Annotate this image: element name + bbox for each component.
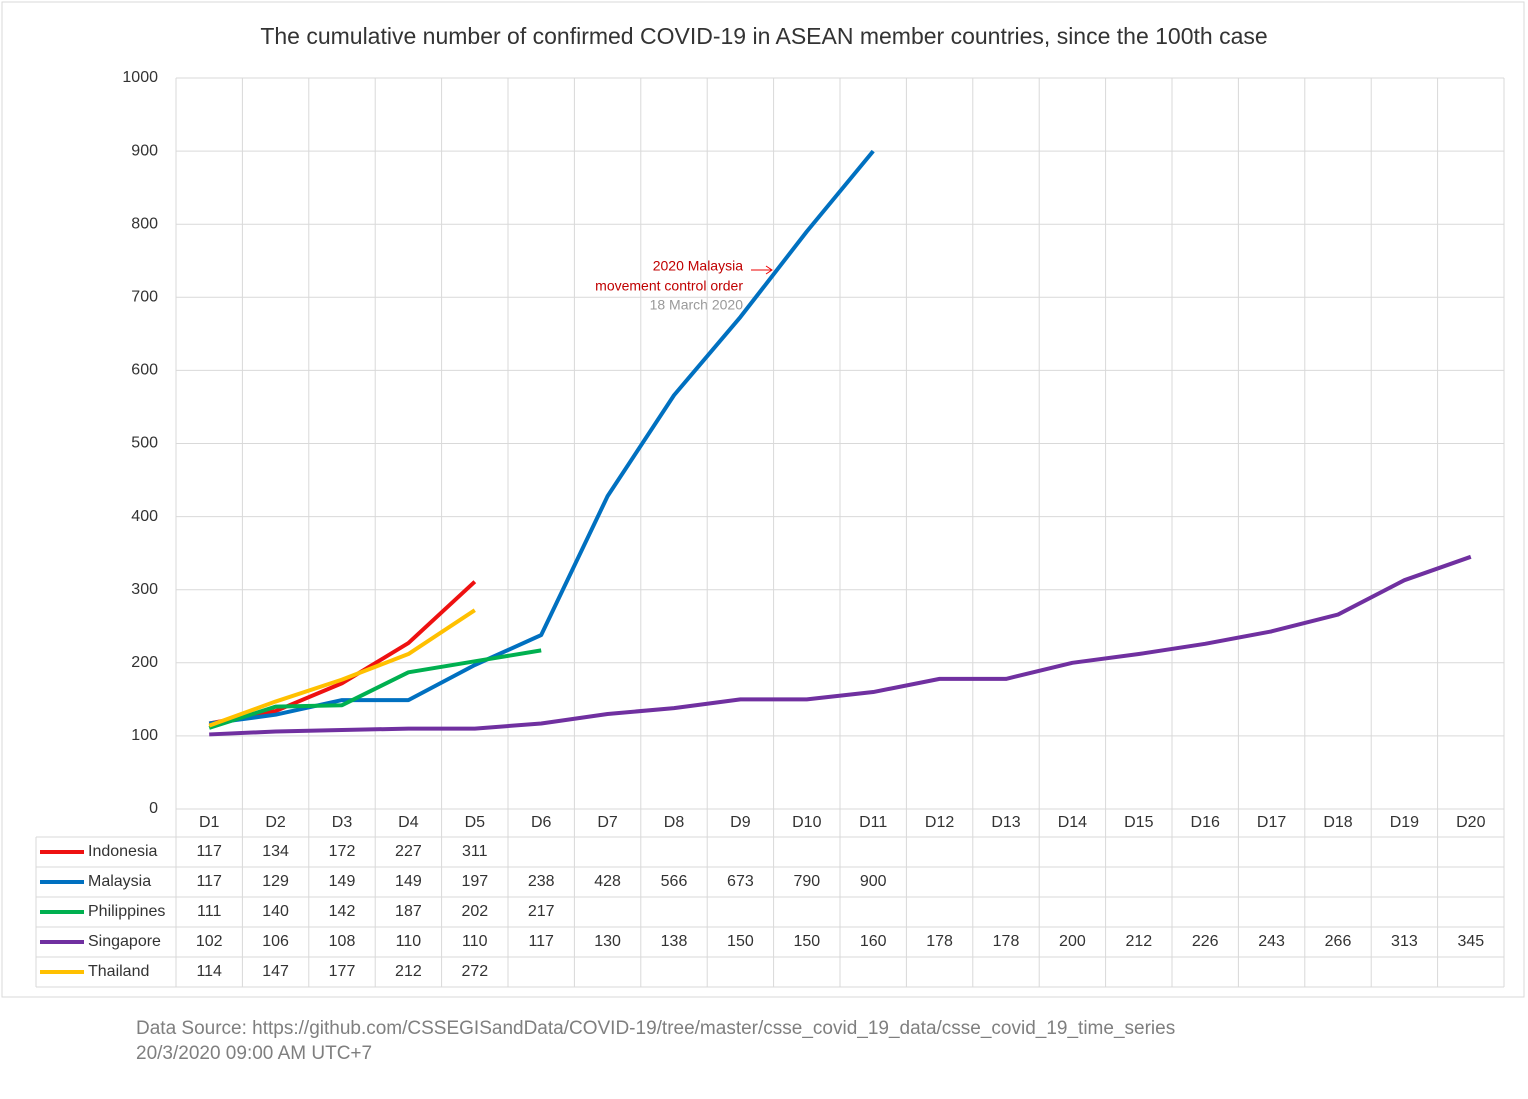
table-value: 129 xyxy=(262,873,289,890)
legend-label: Indonesia xyxy=(88,843,157,860)
table-value: 313 xyxy=(1391,933,1418,950)
y-tick-label: 800 xyxy=(131,215,158,232)
table-value: 149 xyxy=(329,873,356,890)
annotation-box xyxy=(572,250,750,316)
y-tick-label: 300 xyxy=(131,581,158,598)
table-value: 106 xyxy=(262,933,289,950)
table-value: 134 xyxy=(262,843,289,860)
table-value: 108 xyxy=(329,933,356,950)
table-value: 140 xyxy=(262,903,289,920)
table-value: 187 xyxy=(395,903,422,920)
annotation-arrow-head xyxy=(765,265,773,275)
y-tick-label: 200 xyxy=(131,654,158,671)
y-tick-label: 700 xyxy=(131,289,158,306)
annotation: 18 March 2020 xyxy=(650,297,744,313)
y-tick-label: 400 xyxy=(131,508,158,525)
y-tick-label: 900 xyxy=(131,142,158,159)
table-value: 673 xyxy=(727,873,754,890)
table-value: 142 xyxy=(329,903,356,920)
x-tick-label: D12 xyxy=(925,814,954,831)
table-value: 178 xyxy=(926,933,953,950)
y-tick-label: 500 xyxy=(131,435,158,452)
x-tick-label: D9 xyxy=(730,814,751,831)
table-value: 227 xyxy=(395,843,422,860)
table-value: 117 xyxy=(196,873,222,890)
table-value: 130 xyxy=(594,933,621,950)
x-tick-label: D11 xyxy=(859,814,887,831)
x-tick-label: D2 xyxy=(265,814,286,831)
table-value: 566 xyxy=(661,873,688,890)
legend-label: Malaysia xyxy=(88,873,151,890)
table-value: 172 xyxy=(329,843,356,860)
x-tick-label: D3 xyxy=(332,814,353,831)
x-tick-label: D16 xyxy=(1191,814,1220,831)
x-tick-label: D7 xyxy=(597,814,618,831)
table-value: 149 xyxy=(395,873,422,890)
table-value: 202 xyxy=(461,903,488,920)
table-value: 428 xyxy=(594,873,621,890)
timestamp: 20/3/2020 09:00 AM UTC+7 xyxy=(136,1043,372,1064)
x-tick-label: D4 xyxy=(398,814,419,831)
y-tick-label: 1000 xyxy=(122,69,158,86)
x-tick-label: D17 xyxy=(1257,814,1286,831)
table-value: 197 xyxy=(461,873,488,890)
table-value: 212 xyxy=(1125,933,1152,950)
x-tick-label: D1 xyxy=(199,814,220,831)
series-line xyxy=(209,554,1472,737)
table-value: 272 xyxy=(461,963,488,980)
y-tick-label: 100 xyxy=(131,727,158,744)
table-value: 117 xyxy=(528,933,554,950)
x-tick-label: D19 xyxy=(1390,814,1419,831)
x-tick-label: D13 xyxy=(991,814,1020,831)
table-value: 111 xyxy=(197,903,221,920)
x-tick-label: D18 xyxy=(1323,814,1352,831)
legend-label: Singapore xyxy=(88,933,161,950)
table-value: 160 xyxy=(860,933,887,950)
chart-title: The cumulative number of confirmed COVID… xyxy=(260,23,1267,49)
table-value: 200 xyxy=(1059,933,1086,950)
x-tick-label: D5 xyxy=(465,814,486,831)
x-tick-label: D6 xyxy=(531,814,552,831)
x-tick-label: D8 xyxy=(664,814,685,831)
y-tick-label: 0 xyxy=(149,800,158,817)
table-value: 311 xyxy=(462,843,488,860)
table-value: 238 xyxy=(528,873,555,890)
table-value: 117 xyxy=(196,843,222,860)
y-tick-label: 600 xyxy=(131,362,158,379)
chart-border xyxy=(1,1,1525,998)
x-tick-label: D10 xyxy=(792,814,821,831)
table-value: 226 xyxy=(1192,933,1219,950)
table-value: 138 xyxy=(661,933,688,950)
table-value: 114 xyxy=(196,963,222,980)
table-value: 147 xyxy=(262,963,289,980)
table-value: 217 xyxy=(528,903,555,920)
table-value: 345 xyxy=(1457,933,1484,950)
table-value: 110 xyxy=(396,933,422,950)
annotation: movement control order xyxy=(595,278,743,294)
table-value: 102 xyxy=(196,933,223,950)
table-value: 900 xyxy=(860,873,887,890)
x-tick-label: D14 xyxy=(1058,814,1087,831)
annotation: 2020 Malaysia xyxy=(653,258,743,274)
series-line xyxy=(208,648,542,730)
legend-label: Philippines xyxy=(88,903,165,920)
table-value: 266 xyxy=(1325,933,1352,950)
legend-label: Thailand xyxy=(88,963,149,980)
table-value: 110 xyxy=(462,933,488,950)
table-value: 150 xyxy=(793,933,820,950)
table-value: 212 xyxy=(395,963,422,980)
series-line xyxy=(208,608,476,728)
table-value: 150 xyxy=(727,933,754,950)
table-value: 243 xyxy=(1258,933,1285,950)
table-value: 178 xyxy=(993,933,1020,950)
source: Data Source: https://github.com/CSSEGISa… xyxy=(136,1018,1175,1039)
x-tick-label: D20 xyxy=(1456,814,1485,831)
x-tick-label: D15 xyxy=(1124,814,1153,831)
table-value: 790 xyxy=(793,873,820,890)
table-value: 177 xyxy=(329,963,356,980)
